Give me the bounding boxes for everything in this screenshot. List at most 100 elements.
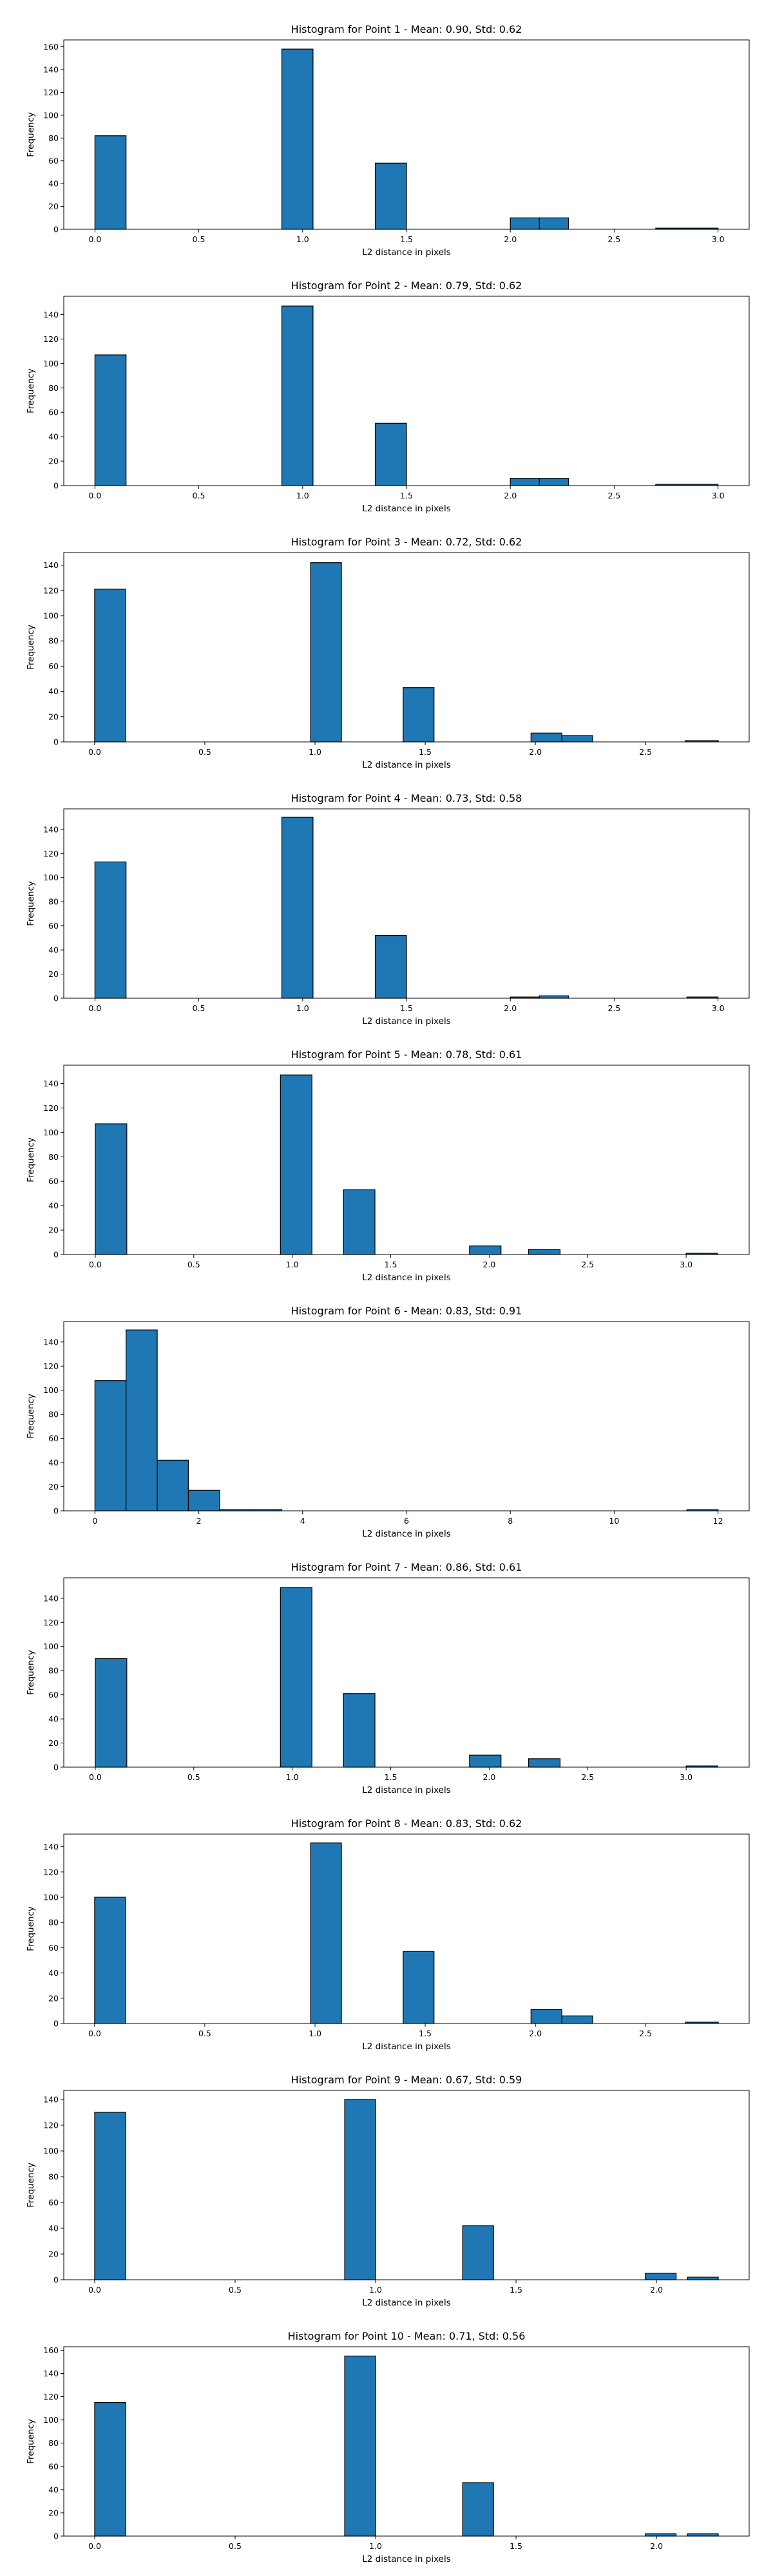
- y-tick-label: 100: [43, 1385, 59, 1395]
- histogram-bar: [310, 1842, 342, 2024]
- x-tick-label: 1.5: [510, 2285, 522, 2295]
- x-tick-label: 0.0: [89, 1772, 102, 1782]
- x-axis-label: L2 distance in pixels: [362, 760, 450, 770]
- x-tick-label: 1.0: [309, 747, 321, 757]
- chart-title: Histogram for Point 7 - Mean: 0.86, Std:…: [291, 1561, 522, 1573]
- x-tick-label: 12: [713, 1516, 723, 1526]
- x-tick-label: 2.0: [650, 2285, 663, 2295]
- x-tick-label: 0.5: [198, 747, 211, 757]
- y-tick-label: 40: [48, 179, 59, 189]
- histogram-bar: [375, 935, 407, 999]
- x-axis-label: L2 distance in pixels: [362, 2554, 450, 2564]
- y-tick-label: 80: [48, 1410, 59, 1419]
- histogram-bar: [687, 2533, 719, 2537]
- y-tick-label: 60: [48, 661, 59, 671]
- histogram-panel-9: Histogram for Point 9 - Mean: 0.67, Std:…: [26, 2074, 750, 2308]
- histogram-bar: [95, 1123, 128, 1255]
- histogram-bar: [645, 2533, 677, 2537]
- y-axis-label: Frequency: [26, 881, 36, 926]
- x-tick-label: 2.0: [504, 1003, 517, 1013]
- y-tick-label: 60: [48, 156, 59, 166]
- y-tick-label: 80: [48, 2438, 59, 2448]
- x-axis-label: L2 distance in pixels: [362, 1529, 450, 1539]
- y-tick-label: 60: [48, 1177, 59, 1186]
- x-tick-label: 2.0: [504, 491, 517, 500]
- histogram-bar: [94, 354, 127, 486]
- x-tick-label: 2.5: [607, 234, 620, 244]
- y-tick-label: 120: [43, 1361, 59, 1371]
- chart-title: Histogram for Point 4 - Mean: 0.73, Std:…: [291, 792, 522, 804]
- y-tick-label: 100: [43, 2415, 59, 2425]
- histogram-bar: [281, 817, 314, 999]
- histogram-bar: [344, 2355, 376, 2537]
- histogram-bar: [375, 162, 407, 230]
- y-tick-label: 120: [43, 2392, 59, 2401]
- y-tick-label: 100: [43, 110, 59, 120]
- plot-frame: [63, 1833, 750, 2024]
- histogram-panel-5: Histogram for Point 5 - Mean: 0.78, Std:…: [26, 1048, 750, 1283]
- x-tick-label: 3.0: [680, 1260, 692, 1269]
- plot-frame: [63, 1577, 750, 1768]
- x-tick-label: 1.5: [400, 491, 413, 500]
- x-tick-label: 1.0: [296, 1003, 309, 1013]
- x-tick-label: 0.0: [88, 234, 101, 244]
- histogram-bar: [95, 1658, 128, 1768]
- histogram-bar: [94, 2401, 126, 2537]
- x-tick-label: 1.5: [419, 747, 432, 757]
- y-tick-label: 60: [48, 921, 59, 931]
- histogram-bar: [281, 48, 314, 230]
- histogram-panel-2: Histogram for Point 2 - Mean: 0.79, Std:…: [26, 279, 750, 514]
- y-tick-label: 60: [48, 1943, 59, 1953]
- histogram-panel-7: Histogram for Point 7 - Mean: 0.86, Std:…: [26, 1561, 750, 1795]
- chart-title: Histogram for Point 8 - Mean: 0.83, Std:…: [291, 1817, 522, 1830]
- histogram-bar: [528, 1249, 561, 1255]
- x-tick-label: 3.0: [712, 1003, 725, 1013]
- y-tick-label: 20: [48, 202, 59, 211]
- y-tick-label: 60: [48, 2461, 59, 2471]
- y-axis-label: Frequency: [26, 2163, 36, 2208]
- x-tick-label: 3.0: [680, 1772, 692, 1782]
- x-tick-label: 4: [300, 1516, 305, 1526]
- y-tick-label: 20: [48, 1482, 59, 1492]
- y-tick-label: 20: [48, 457, 59, 466]
- x-tick-label: 1.0: [369, 2541, 382, 2551]
- x-tick-label: 2.5: [581, 1260, 594, 1269]
- histogram-panel-1: Histogram for Point 1 - Mean: 0.90, Std:…: [26, 23, 750, 258]
- y-tick-label: 120: [43, 849, 59, 858]
- histogram-bar: [343, 1693, 376, 1768]
- histogram-panel-3: Histogram for Point 3 - Mean: 0.72, Std:…: [26, 536, 750, 770]
- y-tick-label: 80: [48, 1918, 59, 1927]
- x-tick-label: 3.0: [712, 491, 725, 500]
- x-axis-label: L2 distance in pixels: [362, 1016, 450, 1027]
- x-axis-label: L2 distance in pixels: [362, 2041, 450, 2052]
- y-tick-label: 40: [48, 432, 59, 442]
- y-tick-label: 20: [48, 712, 59, 721]
- plot-frame: [63, 552, 750, 743]
- x-tick-label: 1.0: [296, 234, 309, 244]
- x-tick-label: 1.0: [296, 491, 309, 500]
- x-tick-label: 2.0: [504, 234, 517, 244]
- y-tick-label: 0: [53, 2275, 59, 2285]
- y-tick-label: 20: [48, 1738, 59, 1748]
- histogram-bar: [344, 2099, 376, 2280]
- histogram-bar: [528, 1758, 561, 1768]
- x-tick-label: 0.5: [229, 2541, 242, 2551]
- chart-title: Histogram for Point 10 - Mean: 0.71, Std…: [288, 2330, 526, 2342]
- x-tick-label: 10: [609, 1516, 619, 1526]
- y-tick-label: 120: [43, 1618, 59, 1627]
- y-axis-label: Frequency: [26, 1650, 36, 1695]
- x-tick-label: 0.0: [88, 2029, 101, 2038]
- y-tick-label: 40: [48, 1201, 59, 1211]
- y-tick-label: 0: [53, 994, 59, 1003]
- x-tick-label: 0.5: [193, 1003, 205, 1013]
- x-tick-label: 2.5: [607, 1003, 620, 1013]
- y-tick-label: 80: [48, 383, 59, 393]
- y-axis-label: Frequency: [26, 2419, 36, 2464]
- y-axis-label: Frequency: [26, 112, 36, 157]
- y-tick-label: 40: [48, 1968, 59, 1978]
- y-tick-label: 0: [53, 1506, 59, 1516]
- x-tick-label: 1.0: [369, 2285, 382, 2295]
- histogram-bar: [539, 995, 569, 999]
- y-tick-label: 140: [43, 1337, 59, 1347]
- y-tick-label: 120: [43, 334, 59, 344]
